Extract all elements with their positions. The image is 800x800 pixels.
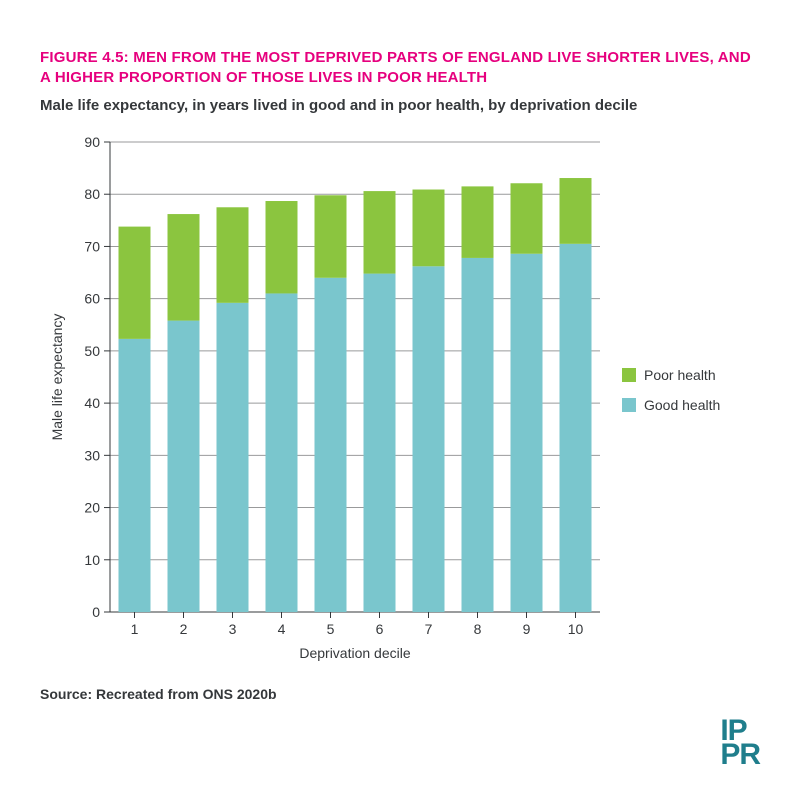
svg-text:0: 0 [92,604,100,620]
figure-subtitle: Male life expectancy, in years lived in … [40,97,760,114]
bar-poor-10 [560,178,592,244]
svg-text:4: 4 [278,621,286,637]
bar-poor-6 [364,191,396,274]
svg-text:90: 90 [84,134,100,150]
bar-good-7 [413,266,445,612]
svg-text:30: 30 [84,447,100,463]
svg-text:5: 5 [327,621,335,637]
bar-good-10 [560,243,592,611]
svg-text:9: 9 [523,621,531,637]
legend: Poor health Good health [610,132,720,427]
figure-title: FIGURE 4.5: MEN FROM THE MOST DEPRIVED P… [40,48,760,89]
legend-label-poor: Poor health [644,367,716,383]
bar-good-6 [364,273,396,611]
bar-poor-1 [119,226,151,338]
svg-text:3: 3 [229,621,237,637]
svg-text:70: 70 [84,238,100,254]
bar-good-9 [511,253,543,611]
svg-text:6: 6 [376,621,384,637]
bar-good-4 [266,293,298,612]
bar-poor-5 [315,195,347,278]
svg-text:60: 60 [84,290,100,306]
svg-text:1: 1 [131,621,139,637]
svg-text:8: 8 [474,621,482,637]
svg-text:Deprivation decile: Deprivation decile [299,645,410,661]
svg-text:7: 7 [425,621,433,637]
bar-poor-9 [511,183,543,254]
legend-swatch-good [622,398,636,412]
bar-poor-8 [462,186,494,258]
svg-text:20: 20 [84,499,100,515]
svg-text:40: 40 [84,395,100,411]
bar-good-1 [119,338,151,611]
svg-text:10: 10 [84,551,100,567]
bar-poor-3 [217,207,249,303]
source-text: Source: Recreated from ONS 2020b [40,686,760,702]
svg-text:50: 50 [84,342,100,358]
bar-good-2 [168,320,200,611]
legend-label-good: Good health [644,397,720,413]
legend-item-poor: Poor health [622,367,720,383]
svg-text:2: 2 [180,621,188,637]
ippr-logo: IP PR [720,719,760,768]
bar-good-8 [462,257,494,611]
svg-text:Male life expectancy: Male life expectancy [49,313,65,440]
legend-item-good: Good health [622,397,720,413]
bar-poor-7 [413,189,445,266]
svg-text:80: 80 [84,186,100,202]
bar-poor-4 [266,201,298,293]
bar-good-3 [217,302,249,611]
svg-text:10: 10 [568,621,584,637]
bar-good-5 [315,277,347,611]
chart-container: 0 10 20 30 40 50 60 70 80 90 1 2 3 4 5 6 7 8 9 10 Deprivatio… [40,132,760,672]
bar-poor-2 [168,214,200,321]
legend-swatch-poor [622,368,636,382]
logo-line-2: PR [720,743,760,768]
stacked-bar-chart: 0 10 20 30 40 50 60 70 80 90 1 2 3 4 5 6 7 8 9 10 Deprivatio… [40,132,610,672]
